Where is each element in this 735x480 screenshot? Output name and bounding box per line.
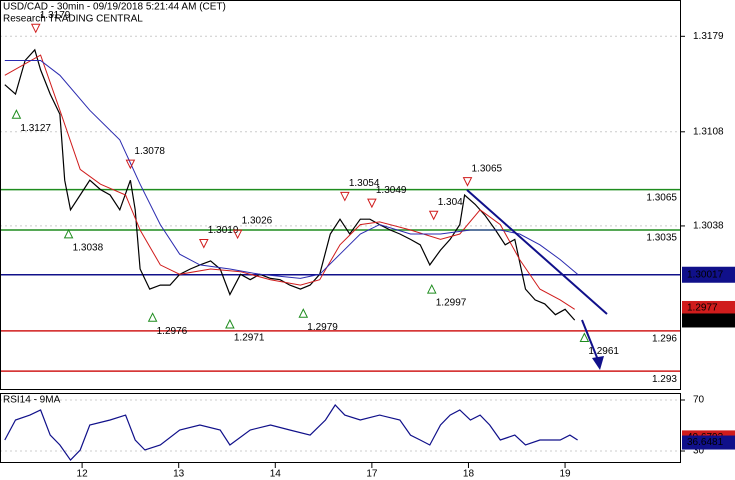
high-marker	[232, 229, 243, 240]
low-marker	[225, 318, 235, 329]
high-label: 1.3026	[242, 216, 273, 227]
high-label: 1.3049	[376, 185, 407, 196]
level-label: 1.3035	[646, 233, 677, 244]
high-marker	[30, 23, 41, 34]
high-label: 1.3078	[134, 146, 165, 157]
series-line	[4, 404, 578, 462]
price-tag-box	[682, 435, 735, 450]
low-label: 1.2971	[234, 333, 265, 344]
low-label: 1.3127	[20, 123, 51, 134]
high-label: 1.3065	[472, 163, 503, 174]
low-marker	[579, 332, 590, 342]
low-label: 1.2976	[157, 326, 188, 337]
level-label: 1.3065	[646, 192, 677, 203]
low-label: 1.2997	[436, 298, 467, 309]
x-tick-label: 14	[270, 469, 282, 480]
y-tick-label: 70	[693, 395, 705, 406]
trend-line	[466, 189, 608, 315]
y-tick-label: 1.3179	[693, 31, 724, 42]
high-label: 1.3019	[208, 225, 239, 236]
level-label: 1.293	[652, 374, 677, 385]
level-tag: 1.30017	[687, 269, 724, 280]
high-label: 1.3054	[349, 178, 380, 189]
high-marker	[125, 159, 136, 170]
low-marker	[147, 312, 158, 322]
chart-title: USD/CAD - 30min - 09/19/2018 5:21:44 AM …	[3, 2, 226, 13]
low-marker	[63, 228, 74, 239]
x-tick-label: 19	[559, 469, 571, 480]
series-line	[4, 60, 578, 279]
low-label: 1.3038	[73, 243, 104, 254]
y-tick-label: 1.3038	[693, 221, 724, 232]
rsi-title: RSI14 - 9MA	[3, 395, 61, 406]
price-tag-box	[682, 313, 735, 328]
price-panel-frame	[0, 0, 681, 390]
low-label: 1.2961	[588, 346, 619, 357]
y-tick-label: 30	[693, 446, 705, 457]
high-marker	[367, 198, 377, 209]
x-tick-label: 18	[463, 469, 475, 480]
high-marker	[340, 191, 350, 202]
price-tag: 36.6481	[687, 437, 724, 448]
high-marker	[462, 177, 473, 187]
low-label: 1.2979	[307, 322, 338, 333]
high-marker	[428, 210, 439, 221]
price-tag-box	[682, 300, 735, 315]
price-tag: 1.29677	[687, 315, 724, 326]
high-label: 1.3179	[40, 10, 71, 21]
chart-subtitle: Research TRADING CENTRAL	[3, 14, 143, 25]
arrow-head	[592, 356, 604, 370]
forecast-arrow	[581, 319, 599, 361]
high-marker	[198, 238, 209, 249]
low-marker	[11, 109, 22, 119]
plot-layer: 1.3065 1.3035 1.296 1.293 1.3179 1.3127 1.3078…	[0, 10, 680, 462]
y-tick-label: 1.3108	[693, 126, 724, 137]
x-tick-label: 12	[77, 469, 89, 480]
rsi-panel-frame	[0, 393, 681, 463]
series-line	[4, 48, 576, 321]
level-label: 1.296	[652, 333, 677, 344]
low-marker	[298, 308, 309, 318]
price-tag: 1.2977	[687, 303, 718, 314]
level-tag-box	[682, 266, 735, 283]
x-tick-label: 17	[366, 469, 378, 480]
low-marker	[426, 283, 437, 294]
high-label: 1.304	[438, 197, 463, 208]
series-line	[4, 54, 575, 310]
x-tick-label: 13	[173, 469, 185, 480]
